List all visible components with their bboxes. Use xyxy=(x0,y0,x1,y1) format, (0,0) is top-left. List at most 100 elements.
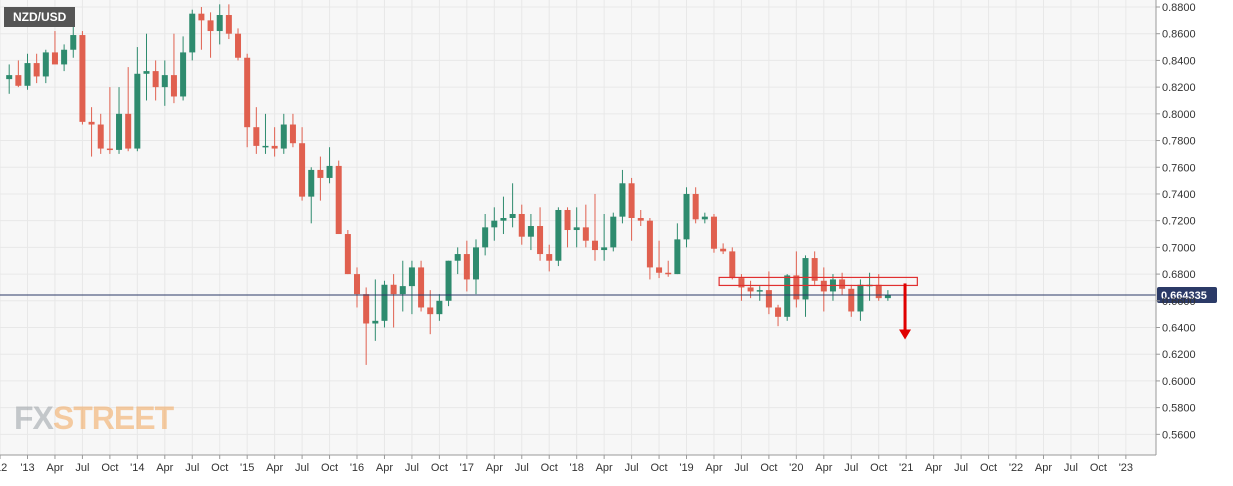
x-tick-label: '15 xyxy=(240,462,254,474)
candle-body xyxy=(61,49,68,65)
candle-2015-09 xyxy=(317,156,324,201)
candle-2017-03 xyxy=(482,213,489,256)
candle-body xyxy=(280,124,287,149)
candles xyxy=(6,4,891,365)
x-tick-label: Oct xyxy=(650,462,667,474)
y-tick-label: 0.8000 xyxy=(1162,109,1196,121)
candle-body xyxy=(509,213,516,218)
x-tick-label: '14 xyxy=(130,462,144,474)
candle-body xyxy=(839,279,846,289)
candle-body xyxy=(79,35,86,122)
x-tick-label: Jul xyxy=(734,462,748,474)
y-tick-label: 0.7600 xyxy=(1162,162,1196,174)
candle-body xyxy=(152,71,159,88)
candle-2015-05 xyxy=(280,113,287,154)
candle-body xyxy=(884,295,891,299)
candle-body xyxy=(253,127,260,146)
x-tick-label: Jul xyxy=(405,462,419,474)
x-tick-label: Jul xyxy=(295,462,309,474)
candle-body xyxy=(70,35,77,50)
candle-2017-05 xyxy=(500,196,507,235)
candle-2018-07 xyxy=(628,177,635,241)
candle-body xyxy=(610,216,617,248)
candle-2019-03 xyxy=(701,212,708,224)
candle-2019-04 xyxy=(710,213,717,253)
candle-body xyxy=(637,218,644,221)
candle-2013-07 xyxy=(79,31,86,125)
candle-body xyxy=(308,169,315,197)
candle-body xyxy=(555,209,562,261)
candle-body xyxy=(527,226,534,237)
candle-body xyxy=(436,300,443,315)
candle-2014-06 xyxy=(180,36,187,101)
candle-body xyxy=(289,124,296,144)
y-tick-label: 0.6200 xyxy=(1162,349,1196,361)
current-price-label: 0.664335 xyxy=(1161,290,1207,302)
candle-body xyxy=(582,227,589,241)
candle-body xyxy=(875,284,882,299)
candle-body xyxy=(573,227,580,231)
candle-body xyxy=(198,13,205,21)
candle-2017-08 xyxy=(527,213,534,251)
candle-2016-12 xyxy=(454,247,461,275)
candle-body xyxy=(317,169,324,178)
candle-body xyxy=(134,73,141,149)
x-tick-label: Apr xyxy=(486,462,503,474)
candle-2019-01 xyxy=(683,187,690,248)
candle-body xyxy=(765,290,772,308)
candle-body xyxy=(15,75,22,86)
candle-body xyxy=(363,294,370,324)
fxstreet-logo: FXSTREET xyxy=(14,400,174,437)
candle-body xyxy=(88,121,95,125)
candle-2014-09 xyxy=(207,12,214,58)
y-tick-label: 0.7800 xyxy=(1162,136,1196,148)
candle-2013-01 xyxy=(24,53,31,90)
candle-body xyxy=(692,193,699,220)
candle-body xyxy=(738,278,745,288)
candle-2019-11 xyxy=(775,304,782,327)
candle-2015-01 xyxy=(244,53,251,148)
candle-body xyxy=(784,275,791,317)
candle-2018-05 xyxy=(610,212,617,252)
candle-body xyxy=(701,216,708,220)
candle-body xyxy=(601,247,608,251)
x-tick-label: Oct xyxy=(431,462,448,474)
candle-2015-12 xyxy=(344,230,351,275)
candle-2019-06 xyxy=(729,247,736,280)
candle-body xyxy=(335,165,342,235)
candle-2015-06 xyxy=(289,113,296,148)
candle-body xyxy=(372,320,379,324)
candle-body xyxy=(216,15,223,32)
candle-2018-08 xyxy=(637,209,644,227)
candle-body xyxy=(116,113,123,150)
x-tick-label: Apr xyxy=(596,462,613,474)
candle-body xyxy=(848,288,855,312)
candle-body xyxy=(326,165,333,178)
candle-body xyxy=(820,280,827,292)
candle-body xyxy=(207,20,214,32)
candle-2016-11 xyxy=(445,260,452,307)
x-tick-label: '23 xyxy=(1119,462,1133,474)
candle-2016-07 xyxy=(408,260,415,315)
candle-2015-03 xyxy=(262,113,269,154)
x-tick-label: Apr xyxy=(46,462,63,474)
candle-2014-11 xyxy=(225,4,232,40)
candle-body xyxy=(683,193,690,240)
logo-part-fx: FX xyxy=(14,400,54,436)
y-tick-label: 0.5800 xyxy=(1162,403,1196,415)
y-tick-label: 0.7400 xyxy=(1162,189,1196,201)
candle-2015-11 xyxy=(335,160,342,235)
x-tick-label: Jul xyxy=(75,462,89,474)
x-tick-label: Jul xyxy=(625,462,639,474)
candle-2015-08 xyxy=(308,167,315,224)
candle-2016-02 xyxy=(363,287,370,365)
candle-body xyxy=(244,57,251,128)
candle-body xyxy=(747,287,754,292)
candle-2014-07 xyxy=(189,9,196,61)
candle-body xyxy=(189,13,196,53)
candle-2018-10 xyxy=(656,240,663,279)
candle-2013-08 xyxy=(88,107,95,157)
candle-body xyxy=(381,284,388,321)
candle-body xyxy=(24,63,31,86)
candle-2016-01 xyxy=(354,267,361,308)
